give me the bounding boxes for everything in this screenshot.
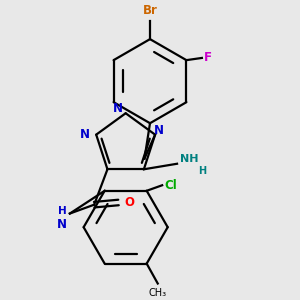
Text: N: N xyxy=(80,128,90,141)
Text: Br: Br xyxy=(142,4,158,17)
Text: H: H xyxy=(198,166,206,176)
Text: O: O xyxy=(124,196,134,209)
Text: CH₃: CH₃ xyxy=(149,288,167,298)
Text: Cl: Cl xyxy=(164,179,177,192)
Text: N: N xyxy=(56,218,67,231)
Text: H: H xyxy=(58,206,67,216)
Text: N: N xyxy=(113,102,123,115)
Text: F: F xyxy=(204,51,212,64)
Text: N: N xyxy=(153,124,164,137)
Text: NH: NH xyxy=(180,154,199,164)
